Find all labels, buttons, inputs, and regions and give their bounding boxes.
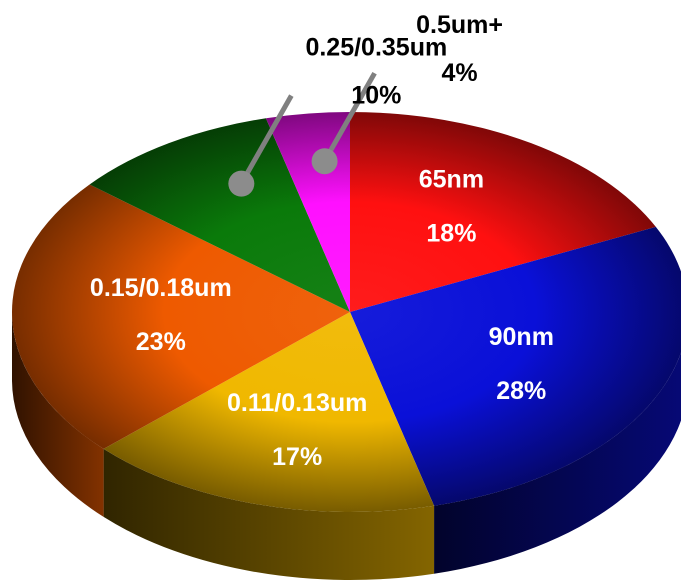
slice-label-0-5um: 0.5um+	[416, 11, 503, 39]
slice-side-0-11-0-13um	[103, 448, 435, 580]
leader-dot-0-5um	[311, 148, 338, 175]
slice-value-0-25-0-35um: 10%	[351, 82, 401, 110]
leader-lines	[228, 71, 377, 197]
slice-label-0-25-0-35um: 0.25/0.35um	[305, 34, 447, 62]
slice-value-0-5um: 4%	[442, 59, 478, 87]
slice-90nm[interactable]	[350, 226, 681, 506]
slice-value-65nm: 18%	[426, 219, 476, 247]
slice-label-0-15-0-18um: 0.15/0.18um	[90, 274, 232, 302]
pie-labels: 65nm 18% 90nm 28% 0.11/0.13um 17% 0.15/0.18um 2…	[90, 11, 554, 471]
pie-sides	[12, 312, 681, 580]
leader-line-0-5um	[322, 71, 377, 163]
leader-line-0-25-0-35um	[239, 94, 294, 185]
slice-0-11-0-13um[interactable]	[103, 312, 435, 512]
slice-label-65nm: 65nm	[419, 165, 484, 193]
slice-value-0-11-0-13um: 17%	[272, 443, 322, 471]
leader-dot-0-25-0-35um	[228, 170, 255, 197]
pie-slices	[11, 112, 681, 512]
slice-side-0-15-0-18um	[12, 312, 104, 517]
slice-0-25-0-35um[interactable]	[89, 118, 350, 312]
slice-value-90nm: 28%	[496, 377, 546, 405]
slice-label-0-11-0-13um: 0.11/0.13um	[227, 389, 367, 417]
slice-0-15-0-18um[interactable]	[11, 184, 351, 449]
slice-65nm[interactable]	[350, 112, 656, 312]
slice-side-90nm	[434, 352, 681, 574]
slice-label-90nm: 90nm	[489, 323, 554, 351]
slice-value-0-15-0-18um: 23%	[136, 328, 186, 356]
